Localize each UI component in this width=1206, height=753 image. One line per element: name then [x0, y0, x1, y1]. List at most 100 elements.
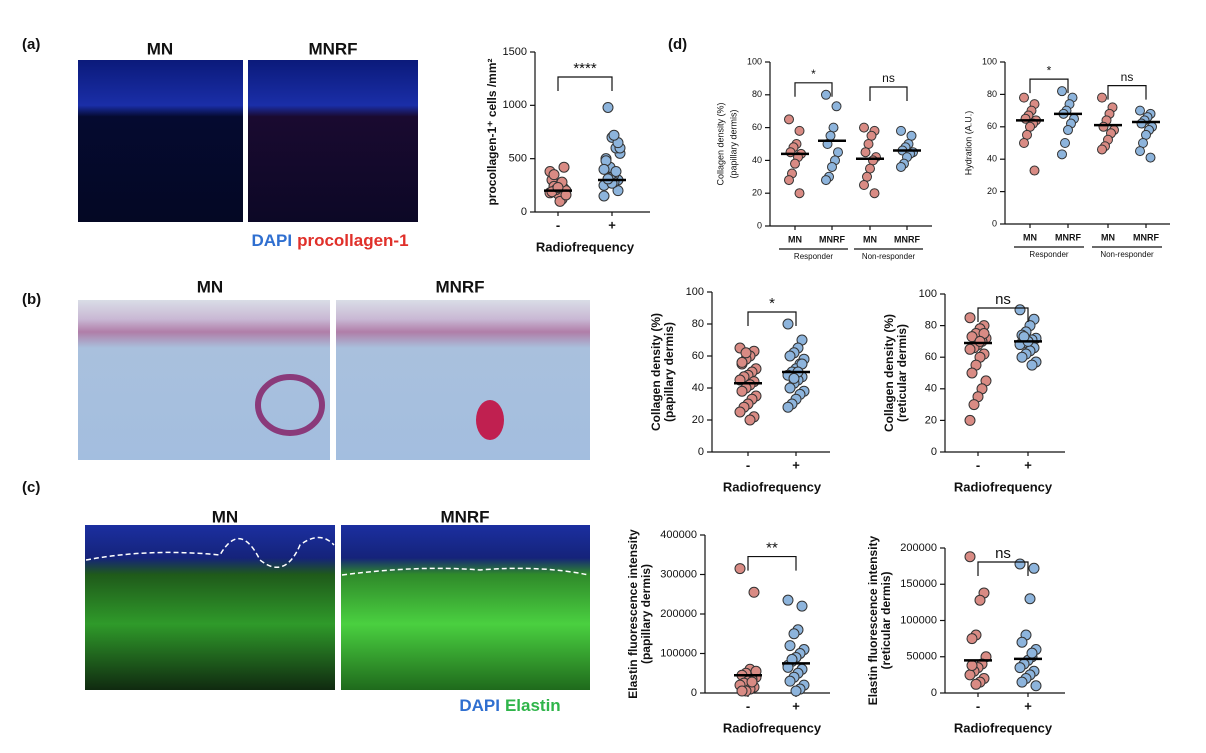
caption: DAPI Elastin — [459, 696, 560, 715]
y-tick-label: 60 — [987, 121, 997, 131]
data-point — [970, 678, 982, 690]
y-tick-label: 60 — [692, 350, 704, 362]
x-tick-label: + — [792, 698, 800, 713]
images — [78, 60, 590, 690]
y-axis-label: Collagen density (%) — [649, 313, 663, 431]
y-tick-label: 20 — [692, 414, 704, 426]
y-axis-label: (papillary dermis) — [662, 322, 676, 422]
micrograph — [341, 525, 590, 690]
y-axis-label: Elastin fluorescence intensity — [866, 535, 880, 705]
group-label: Non-responder — [1100, 250, 1154, 259]
data-point — [736, 685, 748, 697]
data-point — [548, 169, 560, 181]
y-tick-label: 300000 — [660, 568, 697, 580]
data-point — [833, 147, 843, 158]
y-tick-label: 500 — [509, 153, 527, 165]
y-tick-label: 0 — [521, 206, 527, 218]
data-point — [784, 350, 796, 362]
data-point — [968, 399, 980, 411]
caption-part: DAPI — [459, 696, 500, 715]
x-tick-label: - — [556, 217, 560, 232]
y-axis-label: procollagen-1⁺ cells /mm² — [485, 58, 499, 205]
y-axis-label: Collagen density (%) — [882, 314, 896, 432]
data-point — [831, 101, 842, 112]
data-point — [964, 312, 976, 324]
y-tick-label: 60 — [925, 351, 937, 363]
y-tick-label: 100 — [919, 288, 937, 300]
x-tick-label: MN — [788, 234, 802, 244]
data-point — [1057, 86, 1067, 97]
y-axis-label: (reticular dermis) — [879, 571, 893, 669]
y-tick-label: 200000 — [660, 608, 697, 620]
data-point — [1060, 138, 1070, 148]
data-point — [1024, 593, 1036, 605]
x-tick-label: MN — [1023, 232, 1037, 242]
dermal-junction — [341, 567, 590, 576]
micrograph — [85, 525, 335, 690]
caption-part: DAPI — [251, 231, 292, 250]
y-tick-label: 0 — [931, 687, 937, 699]
data-point — [1097, 92, 1107, 103]
data-point — [1145, 152, 1156, 163]
data-point — [821, 175, 831, 186]
data-point — [1028, 562, 1040, 574]
y-tick-label: 20 — [925, 414, 937, 426]
y-axis-label: (papillary dermis) — [728, 109, 738, 178]
image-title: MN — [147, 39, 173, 58]
x-tick-label: MN — [1101, 232, 1115, 242]
significance-label: ns — [995, 545, 1011, 562]
data-point — [1014, 558, 1026, 570]
caption: DAPI procollagen-1 — [251, 231, 408, 250]
follicle — [255, 374, 325, 436]
significance-bracket — [747, 311, 797, 326]
micrograph — [336, 300, 590, 460]
y-tick-label: 1000 — [503, 99, 527, 111]
data-point — [1026, 359, 1038, 371]
data-point — [1019, 138, 1029, 148]
y-tick-label: 40 — [987, 154, 997, 164]
panel-label: (b) — [22, 291, 41, 308]
y-tick-label: 40 — [925, 383, 937, 395]
y-tick-label: 100 — [982, 56, 997, 66]
x-tick-label: MN — [863, 234, 877, 244]
significance-bracket — [977, 561, 1029, 576]
data-point — [1026, 647, 1038, 659]
group-label: Non-responder — [862, 252, 916, 261]
data-point — [868, 155, 878, 166]
data-point — [746, 676, 758, 688]
image-title: MN — [212, 507, 238, 526]
y-tick-label: 80 — [925, 320, 937, 332]
y-tick-label: 40 — [692, 382, 704, 394]
data-point — [964, 343, 976, 355]
data-point — [790, 685, 802, 697]
y-tick-label: 100 — [686, 286, 704, 298]
data-point — [782, 594, 794, 606]
y-tick-label: 20 — [987, 186, 997, 196]
x-tick-label: + — [1024, 698, 1032, 713]
data-point — [862, 171, 872, 182]
data-point — [784, 114, 794, 125]
data-point — [558, 161, 570, 173]
data-point — [964, 414, 976, 426]
data-point — [1029, 165, 1040, 176]
micrograph — [78, 60, 243, 222]
data-point — [734, 406, 746, 418]
significance-label: * — [1047, 63, 1052, 77]
data-point — [788, 372, 800, 384]
caption-part: Elastin — [505, 696, 561, 715]
y-tick-label: 80 — [692, 318, 704, 330]
x-tick-label: MNRF — [819, 234, 845, 244]
y-axis-label: (papillary dermis) — [639, 564, 653, 664]
follicle — [476, 400, 504, 440]
significance-label: ns — [995, 291, 1011, 308]
y-tick-label: 0 — [757, 220, 762, 230]
y-tick-label: 80 — [752, 89, 762, 99]
data-point — [736, 356, 748, 368]
data-point — [1063, 125, 1073, 136]
data-point — [794, 188, 805, 199]
data-point — [869, 188, 880, 199]
data-point — [966, 659, 978, 671]
y-tick-label: 1500 — [503, 46, 527, 58]
x-tick-label: MNRF — [894, 234, 920, 244]
micrograph — [248, 60, 418, 222]
